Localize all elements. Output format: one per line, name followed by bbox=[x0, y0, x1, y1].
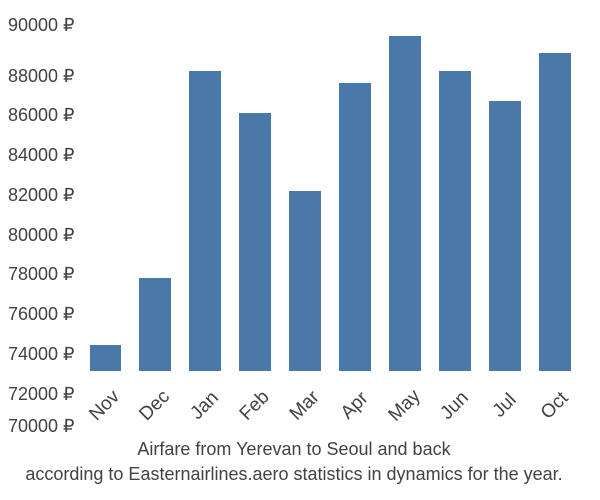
y-tick: 82000 ₽ bbox=[8, 186, 75, 204]
x-axis: Nov Dec Jan Feb Mar Apr May Jun Jul Oct bbox=[81, 379, 580, 433]
y-tick: 86000 ₽ bbox=[8, 106, 75, 124]
x-tick: Jun bbox=[430, 379, 480, 433]
plot-column: Nov Dec Jan Feb Mar Apr May Jun Jul Oct bbox=[81, 18, 580, 433]
bar-oct bbox=[539, 53, 571, 371]
x-tick: Mar bbox=[280, 379, 330, 433]
x-tick: Oct bbox=[530, 379, 580, 433]
x-tick-label: Apr bbox=[337, 388, 373, 424]
x-tick-label: Jul bbox=[489, 390, 522, 423]
y-tick: 78000 ₽ bbox=[8, 265, 75, 283]
x-tick-label: Mar bbox=[286, 387, 325, 426]
bar-slot bbox=[180, 18, 230, 371]
bar-slot bbox=[530, 18, 580, 371]
x-tick-label: Oct bbox=[537, 388, 573, 424]
x-tick: Apr bbox=[330, 379, 380, 433]
chart-caption: Airfare from Yerevan to Seoul and back a… bbox=[8, 437, 580, 486]
y-tick: 84000 ₽ bbox=[8, 146, 75, 164]
y-tick: 90000 ₽ bbox=[8, 16, 75, 34]
bar-slot bbox=[330, 18, 380, 371]
airfare-bar-chart: 90000 ₽ 88000 ₽ 86000 ₽ 84000 ₽ 82000 ₽ … bbox=[0, 0, 600, 500]
x-tick-label: Nov bbox=[86, 387, 125, 426]
x-tick-label: Dec bbox=[136, 387, 175, 426]
y-tick: 88000 ₽ bbox=[8, 67, 75, 85]
bar-slot bbox=[480, 18, 530, 371]
x-tick: Jul bbox=[480, 379, 530, 433]
bar-feb bbox=[239, 113, 271, 371]
bar-mar bbox=[289, 191, 321, 371]
x-tick: Dec bbox=[130, 379, 180, 433]
bar-apr bbox=[339, 83, 371, 371]
x-tick: Jan bbox=[180, 379, 230, 433]
bar-slot bbox=[130, 18, 180, 371]
y-tick: 70000 ₽ bbox=[8, 417, 75, 435]
bar-nov bbox=[90, 345, 122, 372]
y-tick: 72000 ₽ bbox=[8, 385, 75, 403]
bar-dec bbox=[139, 278, 171, 372]
caption-line-2: according to Easternairlines.aero statis… bbox=[25, 464, 562, 484]
bar-jul bbox=[489, 101, 521, 371]
x-tick-label: Jan bbox=[187, 388, 224, 425]
x-tick: Feb bbox=[230, 379, 280, 433]
bar-slot bbox=[230, 18, 280, 371]
x-tick: May bbox=[380, 379, 430, 433]
bar-slot bbox=[81, 18, 131, 371]
bar-jun bbox=[439, 71, 471, 371]
x-tick-label: Feb bbox=[236, 387, 275, 426]
bar-may bbox=[389, 36, 421, 372]
plot-row: 90000 ₽ 88000 ₽ 86000 ₽ 84000 ₽ 82000 ₽ … bbox=[8, 18, 580, 433]
y-tick: 80000 ₽ bbox=[8, 226, 75, 244]
bar-jan bbox=[189, 71, 221, 371]
y-axis: 90000 ₽ 88000 ₽ 86000 ₽ 84000 ₽ 82000 ₽ … bbox=[8, 18, 81, 433]
caption-line-1: Airfare from Yerevan to Seoul and back bbox=[137, 439, 450, 459]
x-tick: Nov bbox=[81, 379, 131, 433]
bars-area bbox=[81, 18, 580, 371]
y-tick: 76000 ₽ bbox=[8, 305, 75, 323]
x-tick-label: May bbox=[385, 386, 426, 427]
y-tick: 74000 ₽ bbox=[8, 345, 75, 363]
bar-slot bbox=[280, 18, 330, 371]
bar-slot bbox=[380, 18, 430, 371]
bar-slot bbox=[430, 18, 480, 371]
x-tick-label: Jun bbox=[437, 388, 474, 425]
